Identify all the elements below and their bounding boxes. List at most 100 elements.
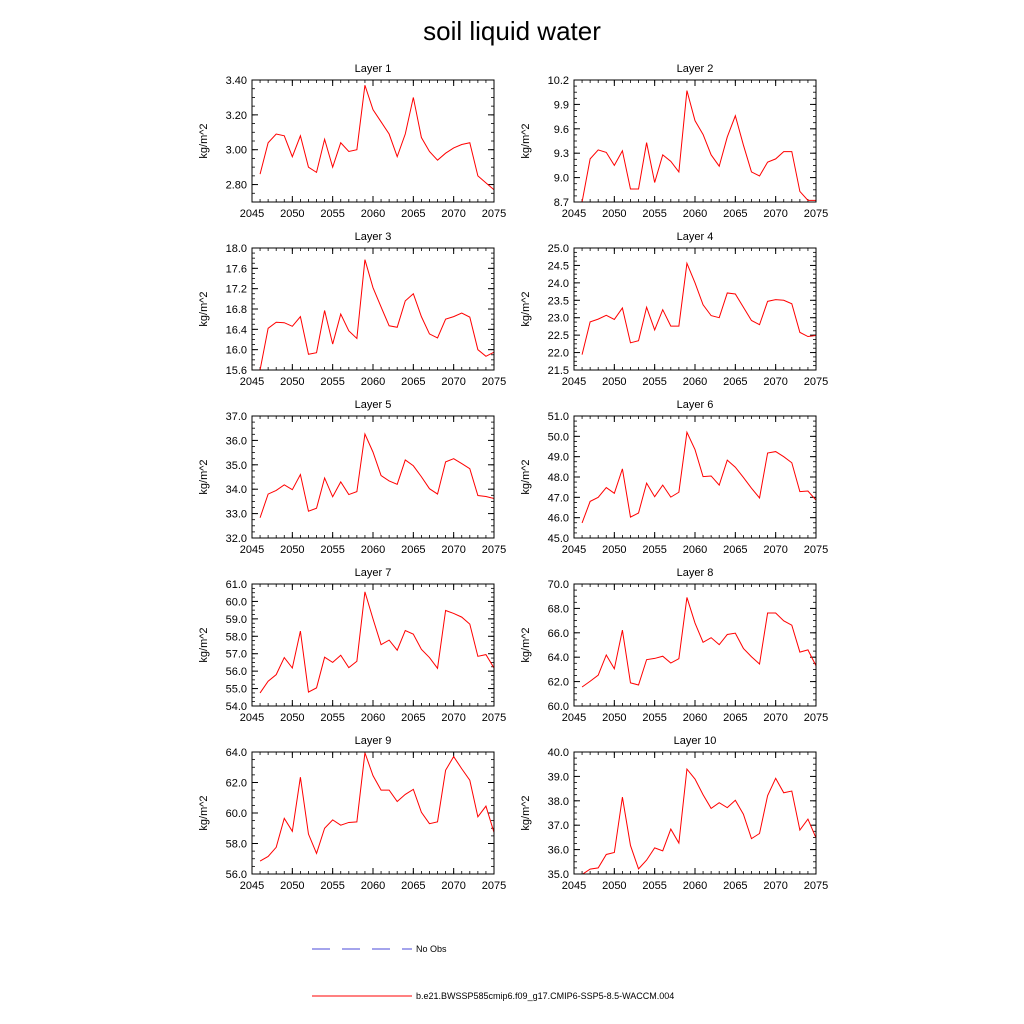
x-tick-label: 2045 [562,376,586,388]
y-tick-label: 36.0 [548,845,569,857]
y-axis-label: kg/m^2 [520,291,532,326]
y-tick-label: 32.0 [226,533,247,545]
x-tick-label: 2050 [280,712,304,724]
y-axis-label: kg/m^2 [520,795,532,830]
panel-title-layer-4: Layer 4 [677,231,714,243]
x-tick-label: 2075 [804,376,828,388]
plot-frame [573,79,817,203]
y-axis-label: kg/m^2 [198,291,210,326]
y-tick-label: 70.0 [548,579,569,591]
plot-frame [573,583,817,707]
x-tick-label: 2050 [602,376,626,388]
x-tick-label: 2065 [401,880,425,892]
y-tick-label: 64.0 [548,652,569,664]
panel-layer-9: Layer 9 kg/m^2 2045 2050 2055 2060 2065 2070 207… [198,735,506,892]
y-tick-label: 64.0 [226,747,247,759]
y-axis-label: kg/m^2 [198,459,210,494]
y-tick-label: 25.0 [548,243,569,255]
x-tick-label: 2060 [361,376,385,388]
x-tick-label: 2075 [804,544,828,556]
panel-layer-3: Layer 3 kg/m^2 2045 2050 2055 2060 2065 2070 207… [198,231,506,388]
x-tick-label: 2075 [482,712,506,724]
y-tick-label: 51.0 [548,411,569,423]
x-tick-label: 2060 [361,208,385,220]
panel-title-layer-8: Layer 8 [677,567,714,579]
legend-label-model: b.e21.BWSSP585cmip6.f09_g17.CMIP6-SSP5-8… [416,991,674,1001]
y-axis-label: kg/m^2 [198,123,210,158]
x-tick-label: 2070 [763,712,787,724]
y-tick-label: 9.9 [554,99,569,111]
y-axis-label: kg/m^2 [520,459,532,494]
y-tick-label: 55.0 [226,684,247,696]
panel-title-layer-5: Layer 5 [355,399,392,411]
x-tick-label: 2070 [763,208,787,220]
panel-layer-4: Layer 4 kg/m^2 2045 2050 2055 2060 2065 2070 207… [520,231,828,388]
y-tick-label: 58.0 [226,839,247,851]
x-tick-label: 2045 [240,880,264,892]
panels-group: Layer 1 kg/m^2 2045 2050 2055 2060 2065 2070 207… [198,63,828,892]
y-tick-label: 24.5 [548,260,569,272]
y-tick-label: 18.0 [226,243,247,255]
x-tick-label: 2055 [320,712,344,724]
x-tick-label: 2050 [602,544,626,556]
x-tick-label: 2075 [482,208,506,220]
x-tick-label: 2070 [763,544,787,556]
y-tick-label: 22.0 [548,348,569,360]
x-tick-label: 2070 [763,880,787,892]
y-tick-label: 68.0 [548,603,569,615]
y-tick-label: 36.0 [226,435,247,447]
y-tick-label: 2.80 [226,180,247,192]
x-tick-label: 2065 [401,376,425,388]
plot-frame [251,79,495,203]
x-tick-label: 2060 [683,376,707,388]
y-tick-label: 45.0 [548,533,569,545]
x-tick-label: 2075 [482,376,506,388]
x-tick-label: 2075 [482,544,506,556]
y-tick-label: 24.0 [548,278,569,290]
y-tick-label: 47.0 [548,492,569,504]
x-tick-label: 2070 [763,376,787,388]
y-tick-label: 15.6 [226,365,247,377]
plot-frame [251,583,495,707]
panel-title-layer-2: Layer 2 [677,63,714,75]
panel-layer-6: Layer 6 kg/m^2 2045 2050 2055 2060 2065 2070 207… [520,399,828,556]
y-tick-label: 66.0 [548,628,569,640]
y-tick-label: 37.0 [548,820,569,832]
series-line [581,767,816,874]
series-line [581,90,816,202]
x-tick-label: 2060 [361,880,385,892]
plot-frame [573,751,817,875]
x-tick-label: 2050 [280,208,304,220]
plot-frame [251,247,495,371]
y-tick-label: 3.40 [226,75,247,87]
y-tick-label: 37.0 [226,411,247,423]
series-line [581,430,816,524]
x-tick-label: 2055 [320,544,344,556]
y-tick-label: 34.0 [226,484,247,496]
y-tick-label: 35.0 [548,869,569,881]
y-tick-label: 60.0 [548,701,569,713]
x-tick-label: 2065 [401,208,425,220]
y-tick-label: 60.0 [226,808,247,820]
y-tick-label: 9.0 [554,173,569,185]
plot-frame [573,415,817,539]
series-line [259,85,494,191]
y-tick-label: 16.4 [226,324,247,336]
legend-label-no-obs: No Obs [416,944,447,954]
y-tick-label: 17.6 [226,263,247,275]
y-tick-label: 56.0 [226,666,247,678]
y-tick-label: 58.0 [226,631,247,643]
y-tick-label: 61.0 [226,579,247,591]
x-tick-label: 2065 [401,544,425,556]
y-tick-label: 39.0 [548,771,569,783]
x-tick-label: 2045 [240,208,264,220]
y-tick-label: 9.3 [554,148,569,160]
x-tick-label: 2070 [441,208,465,220]
panel-title-layer-3: Layer 3 [355,231,392,243]
y-axis-label: kg/m^2 [198,795,210,830]
x-tick-label: 2050 [280,880,304,892]
x-tick-label: 2045 [562,712,586,724]
x-tick-label: 2065 [401,712,425,724]
x-tick-label: 2050 [602,208,626,220]
y-axis-label: kg/m^2 [520,627,532,662]
